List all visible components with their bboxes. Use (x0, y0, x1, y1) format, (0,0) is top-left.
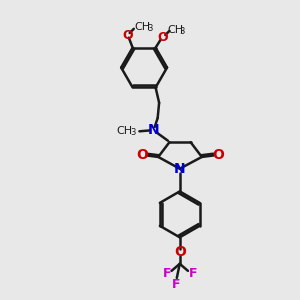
Text: N: N (174, 162, 186, 176)
Text: F: F (163, 267, 171, 280)
Text: CH: CH (167, 25, 184, 35)
Text: 3: 3 (130, 128, 136, 137)
Text: O: O (174, 245, 186, 259)
Text: O: O (212, 148, 224, 163)
Text: CH: CH (135, 22, 151, 32)
Text: O: O (158, 31, 168, 44)
Text: F: F (188, 267, 197, 280)
Text: F: F (172, 278, 181, 291)
Text: 3: 3 (147, 24, 152, 33)
Text: O: O (136, 148, 148, 163)
Text: 3: 3 (180, 27, 185, 36)
Text: O: O (122, 29, 133, 42)
Text: CH: CH (116, 126, 133, 136)
Text: N: N (147, 123, 159, 137)
